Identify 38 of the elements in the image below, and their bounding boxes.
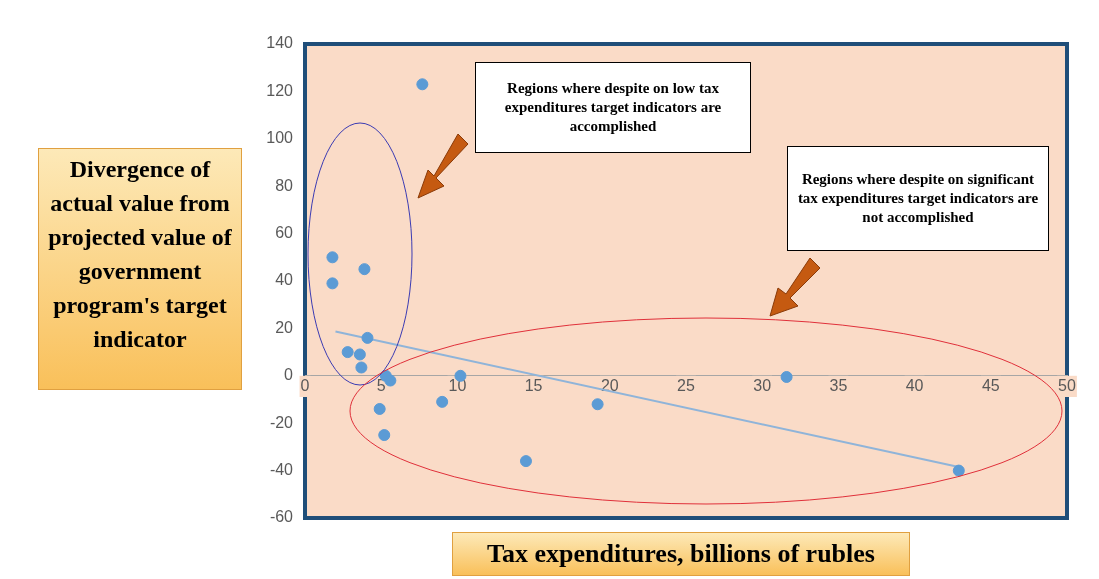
x-tick-label: 40 [905, 376, 924, 394]
x-tick-label: 30 [753, 376, 772, 394]
x-tick-label: 15 [524, 376, 543, 394]
y-tick-label: 20 [275, 318, 294, 336]
point [952, 464, 965, 477]
point [361, 331, 374, 344]
y-tick-label: 80 [275, 176, 294, 194]
x-tick-label: 35 [829, 376, 848, 394]
point [378, 429, 391, 442]
text-box: Regions where despite on low tax expenditures target indicators are accomplished [475, 62, 751, 153]
y-tick-label: -60 [269, 508, 294, 526]
point [353, 348, 366, 361]
x-axis-title: Tax expenditures, billions of rubles [452, 532, 910, 576]
y-tick-label: -20 [269, 413, 294, 431]
point [591, 398, 604, 411]
point [326, 251, 339, 264]
y-tick-label: 100 [266, 129, 294, 147]
y-axis-title: Divergence of actual value from projected value of government program's target indicator [38, 148, 242, 390]
point [436, 395, 449, 408]
point [326, 277, 339, 290]
y-tick-label: 40 [275, 271, 294, 289]
point [384, 374, 397, 387]
point [373, 402, 386, 415]
point [780, 370, 793, 383]
x-tick-label: 45 [981, 376, 1000, 394]
text-box: Regions where despite on significant tax expenditures target indicators are not accomplished [787, 146, 1049, 251]
x-tick-label: 0 [300, 376, 310, 394]
y-tick-label: 60 [275, 224, 294, 242]
point [519, 455, 532, 468]
y-tick-label: 140 [266, 34, 294, 52]
point [358, 263, 371, 276]
x-tick-label: 25 [677, 376, 695, 394]
point [341, 346, 354, 359]
x-tick-label: 50 [1058, 376, 1076, 394]
point [355, 361, 368, 374]
y-tick-label: -40 [269, 461, 294, 479]
point [416, 78, 429, 91]
y-tick-label: 120 [266, 81, 294, 99]
